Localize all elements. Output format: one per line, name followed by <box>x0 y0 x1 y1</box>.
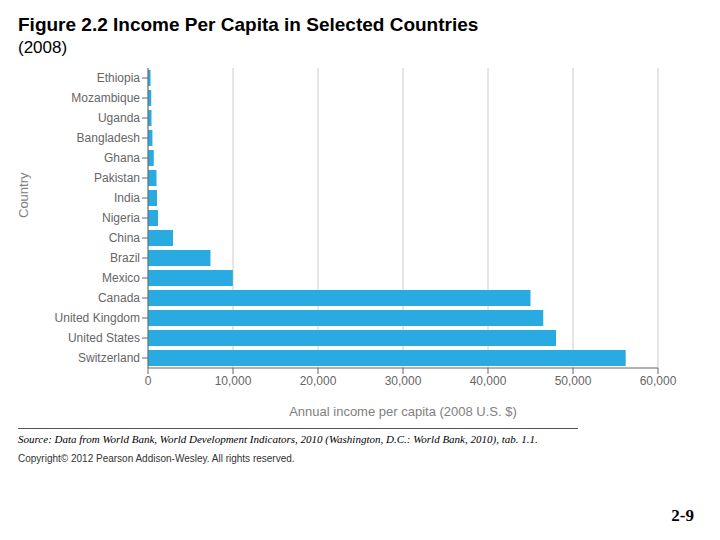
html-text:Figure 2.2 Income Per Capita i: Figure 2.2 Income Per Capita in Selected… <box>18 14 479 35</box>
html-text:(2008): (2008) <box>18 38 68 57</box>
svg-text:Country: Country <box>16 172 31 218</box>
svg-text:Switzerland: Switzerland <box>78 351 140 365</box>
html-text:Source: Data from World Bank,: Source: Data from World Bank, World Deve… <box>18 433 538 445</box>
svg-text:60,000: 60,000 <box>640 374 677 388</box>
svg-text:Ghana: Ghana <box>104 151 140 165</box>
svg-text:Canada: Canada <box>98 291 140 305</box>
svg-text:Ethiopia: Ethiopia <box>97 71 141 85</box>
svg-text:Uganda: Uganda <box>98 111 140 125</box>
svg-text:0: 0 <box>145 374 152 388</box>
svg-text:United Kingdom: United Kingdom <box>55 311 140 325</box>
svg-text:20,000: 20,000 <box>300 374 337 388</box>
svg-text:Mozambique: Mozambique <box>71 91 140 105</box>
svg-text:Bangladesh: Bangladesh <box>77 131 140 145</box>
svg-text:Brazil: Brazil <box>110 251 140 265</box>
svg-text:50,000: 50,000 <box>555 374 592 388</box>
svg-text:China: China <box>109 231 141 245</box>
html-text:2-9: 2-9 <box>671 506 694 525</box>
html-text:Copyright© 2012 Pearson Addiso: Copyright© 2012 Pearson Addison-Wesley. … <box>18 453 295 464</box>
svg-text:India: India <box>114 191 140 205</box>
svg-text:Nigeria: Nigeria <box>102 211 140 225</box>
svg-text:United States: United States <box>68 331 140 345</box>
svg-text:40,000: 40,000 <box>470 374 507 388</box>
svg-text:Mexico: Mexico <box>102 271 140 285</box>
svg-text:10,000: 10,000 <box>215 374 252 388</box>
svg-text:30,000: 30,000 <box>385 374 422 388</box>
svg-text:Annual income per capita (2008: Annual income per capita (2008 U.S. $) <box>289 404 517 419</box>
svg-text:Pakistan: Pakistan <box>94 171 140 185</box>
